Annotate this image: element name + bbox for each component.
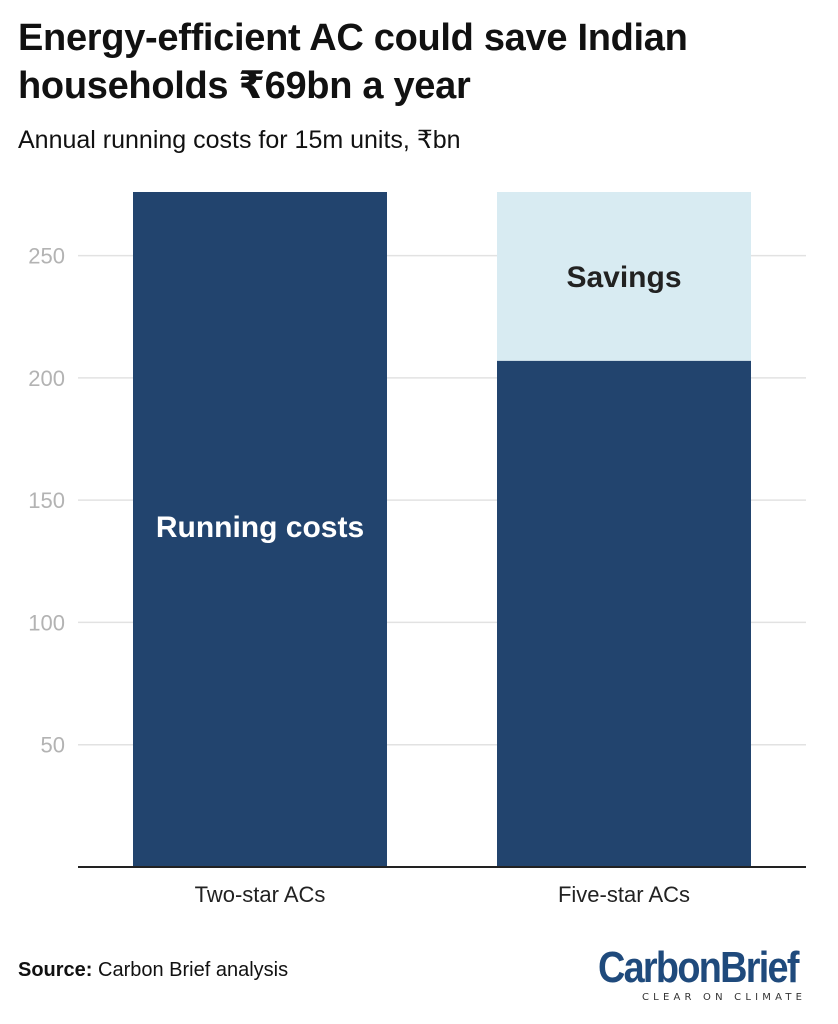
carbon-brief-logo: CarbonBrief CLEAR ON CLIMATE	[598, 943, 810, 1007]
bar-chart: 50 100 150 200 250 Two-star ACs Five-star ACs R…	[28, 192, 806, 907]
bar-segment	[497, 360, 751, 867]
source-note: Source: Carbon Brief analysis	[18, 957, 288, 983]
x-category-label: Five-star ACs	[558, 882, 690, 907]
logo-carbon: Carbon	[598, 943, 722, 992]
y-tick-label: 200	[28, 366, 65, 391]
source-text: Carbon Brief analysis	[92, 959, 289, 981]
logo-tagline: CLEAR ON CLIMATE	[642, 992, 807, 1003]
logo-brief: Brief	[720, 943, 799, 992]
running-costs-label: Running costs	[156, 511, 364, 544]
savings-label: Savings	[566, 261, 681, 294]
source-label: Source:	[18, 959, 93, 981]
bar-segment	[133, 192, 387, 867]
y-tick-label: 250	[28, 244, 65, 269]
x-category-label: Two-star ACs	[195, 882, 326, 907]
bar-segment	[497, 192, 751, 361]
y-tick-label: 100	[28, 610, 65, 635]
chart-title: Energy-efficient AC could save Indian ho…	[18, 17, 688, 107]
y-tick-label: 150	[28, 488, 65, 513]
logo-wordmark: CarbonBrief	[598, 943, 799, 993]
y-tick-label: 50	[41, 733, 65, 758]
chart-subtitle: Annual running costs for 15m units, ₹bn	[18, 126, 461, 154]
